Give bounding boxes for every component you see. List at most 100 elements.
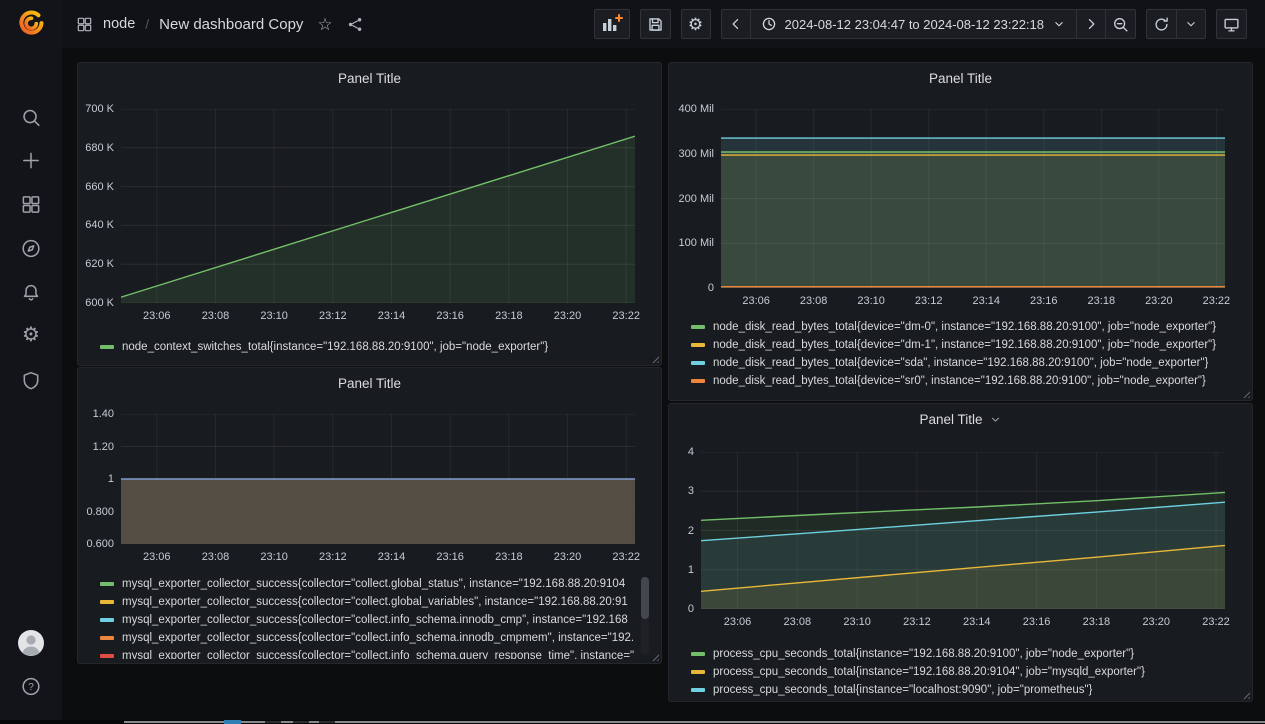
refresh-button[interactable] <box>1146 9 1177 39</box>
legend-item[interactable]: node_disk_read_bytes_total{device="dm-0"… <box>691 318 1242 336</box>
y-tick-label: 640 K <box>85 219 114 232</box>
time-shift-back-button[interactable] <box>720 9 751 39</box>
clock-icon <box>761 16 777 32</box>
x-tick-label: 23:14 <box>962 616 991 628</box>
legend-label: process_cpu_seconds_total{instance="192.… <box>713 666 1145 678</box>
graph-area[interactable] <box>701 452 1225 609</box>
breadcrumb: node / New dashboard Copy ☆ <box>76 16 364 33</box>
time-shift-forward-button[interactable] <box>1076 9 1106 39</box>
configuration-icon[interactable]: ⚙ <box>22 324 40 346</box>
x-tick-label: 23:20 <box>553 551 582 563</box>
x-tick-label: 23:10 <box>843 616 871 628</box>
x-tick-label: 23:14 <box>377 551 406 563</box>
dashboard-settings-button[interactable]: ⚙ <box>680 9 711 39</box>
panel-disk-read-bytes: Panel Title 0 100 Mil 200 Mil 300 Mil 400 Mi… <box>668 62 1253 401</box>
legend: process_cpu_seconds_total{instance="192.… <box>691 645 1242 699</box>
y-tick-label: 620 K <box>85 258 114 271</box>
legend-item[interactable]: node_disk_read_bytes_total{device="dm-1"… <box>691 336 1242 354</box>
panel-title[interactable]: Panel Title <box>337 70 402 86</box>
y-axis-labels: 0 100 Mil 200 Mil 300 Mil 400 Mil <box>677 103 721 294</box>
y-tick-label: 1 <box>687 563 694 576</box>
legend-item[interactable]: process_cpu_seconds_total{instance="192.… <box>691 663 1242 681</box>
legend-item[interactable]: mysql_exporter_collector_success{collect… <box>100 629 637 647</box>
y-tick-label: 1.20 <box>92 440 114 453</box>
x-tick-label: 23:16 <box>436 551 464 563</box>
x-tick-label: 23:16 <box>1030 295 1058 307</box>
chevron-down-icon <box>1052 17 1066 31</box>
graph-area[interactable] <box>121 109 635 303</box>
share-icon[interactable] <box>347 16 364 33</box>
panel-title[interactable]: Panel Title <box>669 404 1252 434</box>
legend-label: mysql_exporter_collector_success{collect… <box>122 650 635 659</box>
panel-resize-handle[interactable] <box>1241 389 1250 398</box>
plus-icon[interactable] <box>21 150 42 171</box>
graph-area[interactable] <box>721 109 1225 288</box>
x-tick-label: 23:12 <box>319 310 347 322</box>
x-tick-label: 23:22 <box>1202 616 1230 628</box>
y-tick-label: 400 Mil <box>678 103 714 115</box>
x-tick-label: 23:22 <box>612 551 640 563</box>
x-tick-label: 23:22 <box>612 310 640 322</box>
x-tick-label: 23:12 <box>914 295 943 307</box>
save-dashboard-button[interactable] <box>639 9 671 39</box>
legend-item[interactable]: node_disk_read_bytes_total{device="sr0",… <box>691 372 1242 390</box>
panel-resize-handle[interactable] <box>650 652 659 661</box>
refresh-group <box>1146 9 1206 39</box>
zoom-out-button[interactable] <box>1105 9 1136 39</box>
y-tick-label: 3 <box>687 485 694 498</box>
apps-icon <box>76 16 93 33</box>
x-tick-label: 23:10 <box>857 295 885 307</box>
time-range-picker[interactable]: 2024-08-12 23:04:47 to 2024-08-12 23:22:… <box>749 9 1077 39</box>
y-tick-label: 660 K <box>85 180 114 193</box>
add-panel-button[interactable] <box>593 9 630 39</box>
y-tick-label: 1 <box>107 473 114 485</box>
chevron-down-icon <box>989 413 1002 426</box>
panel-resize-handle[interactable] <box>650 354 659 363</box>
server-admin-icon[interactable] <box>21 370 42 391</box>
y-tick-label: 680 K <box>85 141 114 154</box>
star-icon[interactable]: ☆ <box>317 14 333 34</box>
grafana-logo[interactable] <box>17 9 45 37</box>
panel-title[interactable]: Panel Title <box>337 375 402 391</box>
search-icon[interactable] <box>21 107 42 128</box>
y-axis-labels: 600 K 620 K 640 K 660 K 680 K 700 K <box>85 103 121 309</box>
help-icon[interactable]: ? <box>21 676 42 697</box>
refresh-interval-dropdown[interactable] <box>1176 9 1206 39</box>
legend: node_context_switches_total{instance="19… <box>100 337 651 357</box>
x-tick-label: 23:06 <box>723 616 752 628</box>
legend-scrollbar-thumb[interactable] <box>641 577 649 619</box>
legend-item[interactable]: process_cpu_seconds_total{instance="loca… <box>691 681 1242 699</box>
x-tick-label: 23:08 <box>201 551 230 563</box>
dashboards-icon[interactable] <box>21 194 42 215</box>
graph-area[interactable] <box>121 414 635 544</box>
cycle-view-mode-button[interactable] <box>1216 9 1247 39</box>
legend-label: node_context_switches_total{instance="19… <box>122 341 549 353</box>
legend-item[interactable]: mysql_exporter_collector_success{collect… <box>100 593 637 611</box>
legend-item[interactable]: node_disk_read_bytes_total{device="sda",… <box>691 354 1242 372</box>
user-avatar[interactable] <box>17 629 45 657</box>
x-tick-label: 23:16 <box>1022 616 1051 628</box>
x-axis-labels: 23:06 23:08 23:10 23:12 23:14 23:16 23:18 23:20… <box>121 544 640 568</box>
legend: mysql_exporter_collector_success{collect… <box>100 575 651 659</box>
legend-label: node_disk_read_bytes_total{device="dm-1"… <box>713 339 1217 351</box>
panel-resize-handle[interactable] <box>1241 690 1250 699</box>
legend-item[interactable]: process_cpu_seconds_total{instance="192.… <box>691 645 1242 663</box>
y-tick-label: 4 <box>687 446 694 458</box>
legend-color-swatch <box>691 379 705 383</box>
y-tick-label: 1.40 <box>92 408 114 420</box>
legend-item[interactable]: node_context_switches_total{instance="19… <box>100 337 651 357</box>
legend-color-swatch <box>100 345 114 349</box>
legend-color-swatch <box>100 582 114 586</box>
panel-title[interactable]: Panel Title <box>928 70 993 86</box>
page-title[interactable]: New dashboard Copy <box>159 15 304 33</box>
legend-color-swatch <box>100 600 114 604</box>
legend-item[interactable]: mysql_exporter_collector_success{collect… <box>100 611 637 629</box>
legend-color-swatch <box>100 618 114 622</box>
y-axis-labels: 0 1 2 3 4 <box>677 446 701 615</box>
alerting-icon[interactable] <box>21 282 42 303</box>
y-tick-label: 2 <box>687 524 694 537</box>
legend-item[interactable]: mysql_exporter_collector_success{collect… <box>100 647 637 659</box>
legend-item[interactable]: mysql_exporter_collector_success{collect… <box>100 575 637 593</box>
breadcrumb-folder[interactable]: node <box>103 16 136 32</box>
explore-icon[interactable] <box>21 238 42 259</box>
